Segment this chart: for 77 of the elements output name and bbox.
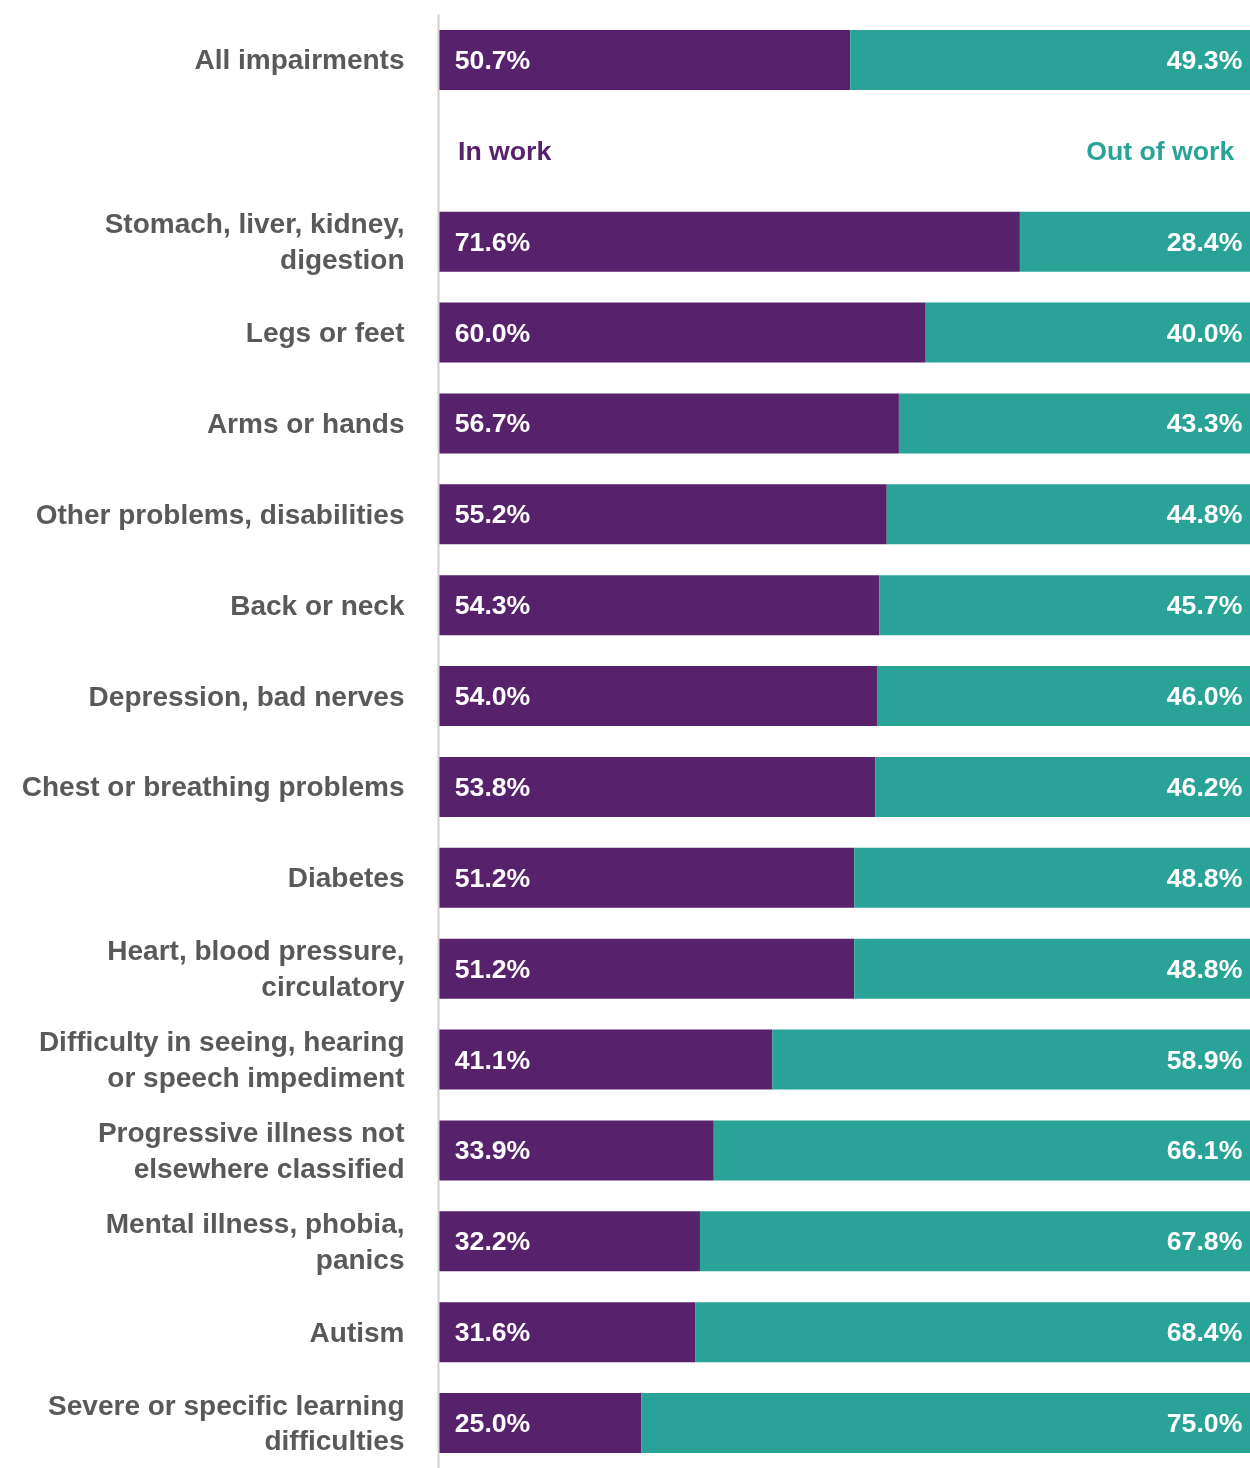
data-label: 60.0%	[454, 317, 531, 348]
data-label: 46.2%	[1166, 771, 1243, 802]
bar	[879, 575, 1250, 636]
bar	[438, 938, 855, 999]
bar	[438, 1302, 696, 1363]
bar	[854, 847, 1250, 908]
bar	[850, 29, 1250, 90]
data-label: 58.9%	[1166, 1044, 1243, 1075]
bar	[438, 1211, 700, 1272]
y-tick-label: Mental illness, phobia, panics	[105, 1207, 405, 1275]
bar	[438, 211, 1020, 272]
data-label: 49.3%	[1166, 44, 1243, 75]
data-label: 50.7%	[454, 44, 531, 75]
data-label: 56.7%	[454, 408, 531, 439]
bar	[438, 666, 877, 727]
y-tick-label: Legs or feet	[245, 317, 405, 349]
data-label: 32.2%	[454, 1226, 531, 1257]
data-label: 44.8%	[1166, 499, 1243, 530]
bar	[854, 938, 1250, 999]
bar	[438, 484, 887, 545]
y-tick-label: Other problems, disabilities	[35, 498, 405, 530]
bar	[438, 575, 880, 636]
data-label: 51.2%	[454, 953, 531, 984]
bar	[713, 1120, 1250, 1181]
bar	[875, 756, 1250, 817]
bar	[438, 1029, 773, 1090]
y-tick-label: All impairments	[194, 44, 405, 76]
data-label: 31.6%	[454, 1317, 531, 1348]
data-label: 68.4%	[1166, 1317, 1243, 1348]
bar	[925, 302, 1250, 363]
data-label: 71.6%	[454, 226, 531, 257]
y-tick-label: Autism	[309, 1316, 405, 1348]
data-label: 66.1%	[1166, 1135, 1243, 1166]
bar	[876, 666, 1250, 727]
data-label: 41.1%	[454, 1044, 531, 1075]
y-tick-label: Diabetes	[287, 862, 405, 894]
data-label: 25.0%	[454, 1408, 531, 1439]
data-label: 46.0%	[1166, 681, 1243, 712]
data-label: 33.9%	[454, 1135, 531, 1166]
data-label: 48.8%	[1166, 862, 1243, 893]
data-label: 75.0%	[1166, 1408, 1243, 1439]
data-label: 51.2%	[454, 862, 531, 893]
bar	[699, 1211, 1250, 1272]
data-label: 40.0%	[1166, 317, 1243, 348]
y-tick-label: Stomach, liver, kidney, digestion	[104, 208, 405, 276]
bar	[1019, 211, 1250, 272]
y-tick-label: Difficulty in seeing, hearing or speech impediment	[38, 1026, 405, 1093]
data-label: 55.2%	[454, 499, 531, 530]
bar	[438, 847, 855, 908]
bar	[438, 29, 851, 90]
bar	[641, 1393, 1250, 1454]
data-label: 54.3%	[454, 590, 531, 621]
bar	[438, 756, 876, 817]
bar	[438, 302, 926, 363]
y-tick-label: Progressive illness not elsewhere classified	[97, 1117, 405, 1184]
data-label: 54.0%	[454, 681, 531, 712]
y-tick-label: Heart, blood pressure, circulatory	[107, 935, 405, 1003]
bar	[438, 1120, 714, 1181]
series-label: In work	[457, 135, 552, 166]
bar	[772, 1029, 1250, 1090]
data-label: 43.3%	[1166, 408, 1243, 439]
data-label: 28.4%	[1166, 226, 1243, 257]
y-tick-label: Severe or specific learning difficulties	[48, 1389, 405, 1457]
y-tick-label: Depression, bad nerves	[88, 680, 405, 712]
data-label: 48.8%	[1166, 953, 1243, 984]
series-label: Out of work	[1086, 135, 1235, 166]
data-label: 53.8%	[454, 771, 531, 802]
bar	[898, 393, 1250, 454]
y-tick-label: Chest or breathing problems	[21, 771, 405, 803]
bar	[438, 1393, 642, 1454]
data-label: 67.8%	[1166, 1226, 1243, 1257]
y-tick-label: Back or neck	[230, 589, 405, 621]
y-tick-label: Arms or hands	[206, 407, 405, 439]
bar	[695, 1302, 1250, 1363]
bar	[438, 393, 899, 454]
data-label: 45.7%	[1166, 590, 1243, 621]
bar	[886, 484, 1250, 545]
